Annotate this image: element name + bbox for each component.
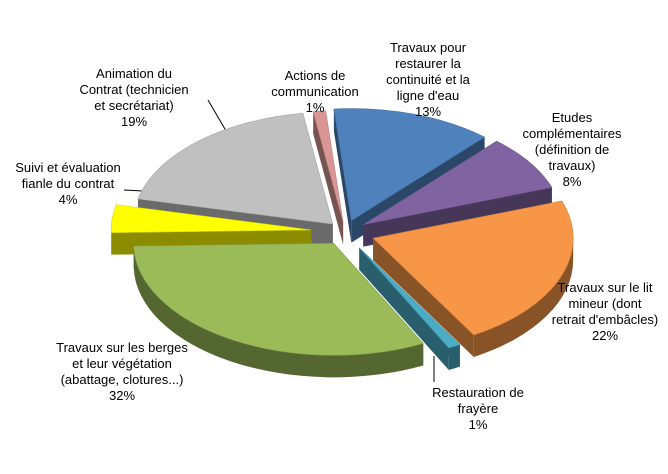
label-line: complémentaires	[522, 126, 622, 141]
slice-travaux-lit-mineur-label: Travaux sur le lit mineur (dont retrait d'…	[552, 280, 659, 344]
label-line: (définition de	[534, 142, 610, 157]
label-line: travaux)	[548, 158, 596, 173]
slice-travaux-lit-mineur-rim-0	[473, 238, 574, 358]
slice-actions-communication-wall-0	[313, 111, 344, 245]
slice-percent: 1%	[305, 100, 325, 115]
label-line: restaurer la	[395, 56, 461, 71]
label-line: communication	[271, 84, 359, 99]
slice-restauration-continuite-wall-0	[333, 109, 352, 243]
slice-restauration-continuite-label: Travaux pour restaurer la continuité et la…	[386, 40, 470, 120]
slice-actions-communication-top	[312, 110, 344, 223]
slice-etudes-complementaires-top	[363, 140, 553, 225]
slice-animation-contrat-top	[137, 113, 334, 225]
slice-percent: 4%	[58, 192, 78, 207]
slice-travaux-lit-mineur	[372, 200, 574, 358]
slice-percent: 8%	[562, 174, 582, 189]
slice-travaux-berges	[133, 243, 424, 378]
label-line: Travaux pour	[389, 40, 467, 55]
label-line: Animation du	[96, 66, 172, 81]
label-line: Contrat (technicien	[79, 82, 189, 97]
slice-percent: 19%	[120, 114, 148, 129]
label-line: Travaux sur les berges	[56, 340, 188, 355]
label-line: continuité et la	[386, 72, 470, 87]
slice-suivi-evaluation-label: Suivi et évaluation fianle du contrat 4%	[15, 160, 121, 208]
slice-travaux-lit-mineur-wall-1	[373, 238, 474, 358]
label-line: Etudes	[551, 110, 593, 125]
slice-actions-communication	[312, 110, 344, 245]
label-line: et leur végétation	[72, 356, 172, 371]
slice-restauration-frayere-rim-0	[448, 344, 460, 370]
label-line: Restauration de	[432, 385, 524, 400]
slice-percent: 32%	[108, 388, 136, 403]
label-line: (abattage, clotures...)	[60, 372, 184, 387]
slice-travaux-berges-top	[133, 243, 424, 356]
slice-restauration-frayere-label: Restauration de frayère 1%	[432, 385, 524, 433]
slice-travaux-berges-label: Travaux sur les berges et leur végétation…	[56, 340, 188, 404]
label-line: retrait d'embâcles)	[551, 312, 659, 327]
label-line: et secrétariat)	[94, 98, 174, 113]
label-line: Suivi et évaluation	[15, 160, 121, 175]
slice-restauration-frayere-wall-1	[359, 247, 449, 370]
label-line: fianle du contrat	[21, 176, 115, 191]
slice-percent: 13%	[414, 104, 442, 119]
label-line: ligne d'eau	[396, 88, 460, 103]
slice-travaux-lit-mineur-top	[372, 200, 574, 336]
slice-restauration-frayere	[359, 247, 461, 370]
label-line: mineur (dont	[568, 296, 642, 311]
slice-restauration-frayere-top	[359, 247, 461, 349]
label-line: Actions de	[284, 68, 346, 83]
slice-suivi-evaluation-top	[110, 204, 312, 233]
slice-etudes-complementaires-label: Etudes complémentaires (définition de trava…	[523, 110, 622, 190]
slice-percent: 22%	[591, 328, 619, 343]
slice-animation-contrat-label: Animation du Contrat (technicien et secrét…	[79, 66, 188, 130]
label-line: frayère	[457, 401, 499, 416]
pie-slices	[110, 108, 574, 378]
slice-travaux-berges-rim-0	[133, 246, 424, 378]
slice-actions-communication-label: Actions de communication 1%	[271, 68, 358, 116]
slice-percent: 1%	[468, 417, 488, 432]
label-line: Travaux sur le lit	[557, 280, 653, 295]
slice-restauration-continuite-top	[333, 108, 486, 222]
